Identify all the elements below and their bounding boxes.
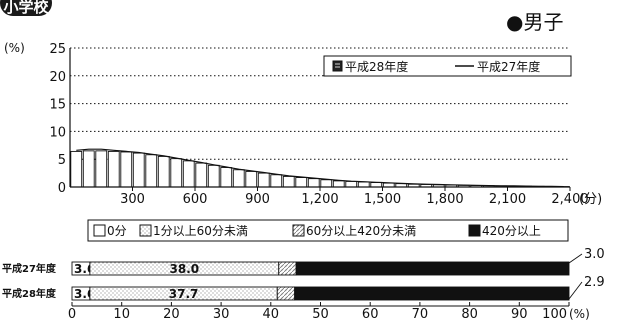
c1-bar-h28	[182, 160, 195, 188]
c2-x-tick-label: 60	[362, 307, 379, 322]
c2-data-label: 37.7	[169, 287, 199, 301]
c2-x-unit-label: (%)	[569, 307, 590, 321]
legend-label-1-60: 1分以上60分未満	[153, 224, 248, 238]
c1-bars	[70, 150, 570, 188]
legend-swatch-420plus	[468, 224, 481, 237]
c2-leader-line	[568, 281, 583, 300]
c1-x-tick-label: 300	[120, 192, 145, 207]
x-unit-label: (分)	[579, 192, 602, 207]
c1-x-tick-label: 1,800	[426, 192, 463, 207]
legend-label-0min: 0分	[107, 224, 127, 238]
c2-category-label: 平成28年度	[2, 287, 57, 300]
c2-stacked-bars: 3.6 38.03.6 37.7	[71, 261, 570, 301]
c2-category-label: 平成27年度	[2, 262, 57, 275]
c1-bar-h28	[207, 164, 220, 188]
c1-bar-h28	[370, 182, 383, 188]
legend-swatch-1-60	[139, 224, 152, 237]
c1-bar-h28	[282, 175, 295, 188]
c1-bar-h28	[357, 181, 370, 188]
c1-x-tick-label: 2,100	[489, 192, 526, 207]
c2-segment	[295, 261, 570, 276]
c1-bar-h28	[270, 174, 283, 188]
c2-x-tick-label: 0	[68, 307, 76, 322]
c1-bar-h28	[220, 167, 233, 188]
c1-bar-h28	[320, 179, 333, 188]
c2-x-tick-label: 80	[461, 307, 478, 322]
c1-y-tick-label: 25	[49, 42, 66, 57]
c1-y-tick-labels: 0 5 10 15 20 25	[49, 42, 66, 196]
c1-y-tick-label: 20	[49, 70, 66, 85]
c1-bar-h28	[332, 180, 345, 188]
c1-bar-h28	[307, 178, 320, 188]
c2-x-tick-labels: 0 10 20 30 40 50 60 70 80 90 100	[68, 302, 570, 322]
c1-bar-h28	[345, 180, 358, 188]
c1-y-tick-label: 0	[58, 181, 66, 196]
c2-x-tick-label: 40	[263, 307, 280, 322]
c2-segment	[276, 286, 296, 301]
c2-segment	[278, 261, 297, 276]
series-line-h27	[76, 148, 564, 188]
y-unit-label: (%)	[4, 41, 25, 55]
c1-bar-h28	[157, 155, 170, 188]
c1-x-tick-label: 900	[245, 192, 270, 207]
c1-bar-h28	[195, 162, 208, 188]
c2-x-tick-label: 70	[412, 307, 429, 322]
legend-label-60-420: 60分以上420分未満	[306, 224, 416, 238]
gender-label: ●男子	[506, 10, 564, 34]
c1-x-tick-labels: 300 600 900 1,200 1,500 1,800 2,100 2,400	[120, 187, 589, 207]
c1-bar-h28	[257, 172, 270, 188]
c2-x-tick-label: 10	[113, 307, 130, 322]
c2-leader-line	[568, 253, 583, 264]
c1-y-tick-label: 15	[49, 98, 66, 113]
c2-legend: 0分 1分以上60分未満 60分以上420分未満 420分以上	[87, 219, 569, 242]
c2-x-tick-label: 50	[312, 307, 329, 322]
school-level-badge: 小学校	[0, 0, 52, 16]
c2-data-label: 38.0	[170, 262, 200, 276]
c1-x-tick-label: 600	[183, 192, 208, 207]
legend-label-420plus: 420分以上	[482, 224, 541, 238]
legend-label-h28: 平成28年度	[345, 59, 408, 74]
legend-label-h27: 平成27年度	[477, 59, 540, 74]
c1-bar-h28	[145, 154, 158, 188]
c1-bar-h28	[132, 152, 145, 188]
c2-x-tick-label: 90	[511, 307, 528, 322]
c2-x-tick-label: 100	[542, 307, 567, 322]
c2-right-labels: 3.0 2.9	[568, 247, 605, 300]
c1-bar-h28	[170, 158, 183, 188]
c1-bar-h28	[70, 150, 83, 188]
legend-swatch-h28	[332, 60, 343, 72]
legend-swatch-0min	[93, 224, 106, 237]
c1-bar-h28	[107, 150, 120, 188]
c1-y-tick-label: 10	[49, 125, 66, 140]
c1-bar-h28	[95, 150, 108, 188]
c1-bar-h28	[120, 151, 133, 188]
c1-x-tick-label: 2,400	[551, 192, 588, 207]
c1-bar-h28	[295, 177, 308, 188]
c2-segment	[294, 286, 570, 301]
c1-bar-h28	[82, 150, 95, 188]
c1-legend: 平成28年度 平成27年度	[323, 55, 572, 77]
c2-x-tick-label: 30	[213, 307, 230, 322]
legend-swatch-60-420	[292, 224, 305, 237]
c2-x-tick-label: 20	[163, 307, 180, 322]
c1-bar-h28	[245, 170, 258, 188]
c1-x-tick-label: 1,500	[364, 192, 401, 207]
c1-bar-h28	[232, 169, 245, 188]
c2-right-label: 3.0	[584, 247, 605, 262]
c1-x-tick-label: 1,200	[301, 192, 338, 207]
c2-right-label: 2.9	[584, 275, 605, 290]
c1-y-tick-label: 5	[58, 153, 66, 168]
